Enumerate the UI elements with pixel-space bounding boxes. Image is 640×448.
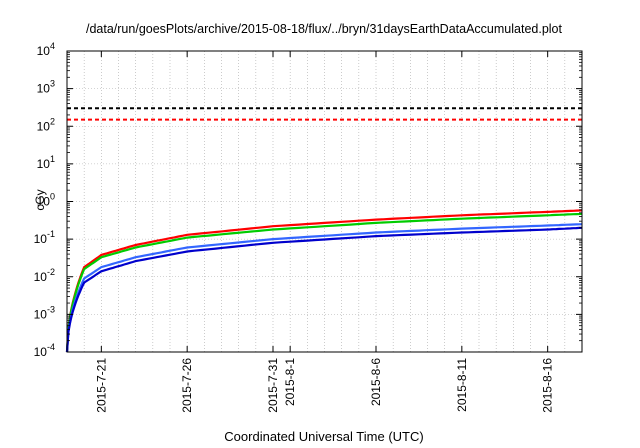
y-tick-label: 102 [37,116,55,133]
x-tick-label: 2015-7-21 [94,358,108,413]
y-tick-exponent: 3 [50,79,55,89]
series-layer [65,107,583,353]
y-tick-exponent: 0 [50,192,55,202]
y-tick-label: 100 [37,192,55,209]
y-axis-label: cGy [33,189,47,210]
y-tick-exponent: -4 [47,342,55,352]
y-tick-exponent: 4 [50,41,55,51]
series-line [65,212,583,353]
y-tick-base: 10 [37,157,51,171]
x-axis-label: Coordinated Universal Time (UTC) [224,429,423,444]
y-tick-exponent: -3 [47,304,55,314]
y-tick-base: 10 [34,270,48,284]
y-tick-base: 10 [37,44,51,58]
series-line [65,223,583,353]
y-tick-base: 10 [37,195,51,209]
y-tick-base: 10 [34,307,48,321]
y-tick-exponent: -1 [47,229,55,239]
x-tick-labels: 2015-7-21 2015-7-26 2015-7-31 2015-8-1 2015-… [94,358,554,413]
series-line [65,209,583,353]
y-tick-base: 10 [34,232,48,246]
y-tick-label: 10-3 [34,304,55,321]
x-tick-label: 2015-8-11 [455,358,469,412]
y-tick-base: 10 [37,119,51,133]
y-tick-label: 10-4 [34,342,55,359]
x-tick-label: 2015-8-6 [369,358,383,406]
series-line [65,226,583,353]
y-tick-label: 103 [37,79,55,96]
x-tick-label: 2015-8-16 [541,358,555,413]
y-tick-label: 101 [37,154,55,171]
x-tick-label: 2015-7-31 [266,358,280,413]
y-tick-exponent: -2 [47,267,55,277]
chart-title: /data/run/goesPlots/archive/2015-08-18/f… [86,22,562,36]
y-tick-exponent: 1 [50,154,55,164]
x-tick-label: 2015-8-1 [283,358,297,406]
y-tick-label: 104 [37,41,55,58]
y-tick-label: 10-1 [34,229,55,246]
y-tick-label: 10-2 [34,267,55,284]
y-tick-base: 10 [34,345,48,359]
y-tick-exponent: 2 [50,116,55,126]
x-tick-label: 2015-7-26 [180,358,194,413]
y-tick-base: 10 [37,82,51,96]
axis-ticks [67,50,582,353]
grid-lines [66,51,583,352]
